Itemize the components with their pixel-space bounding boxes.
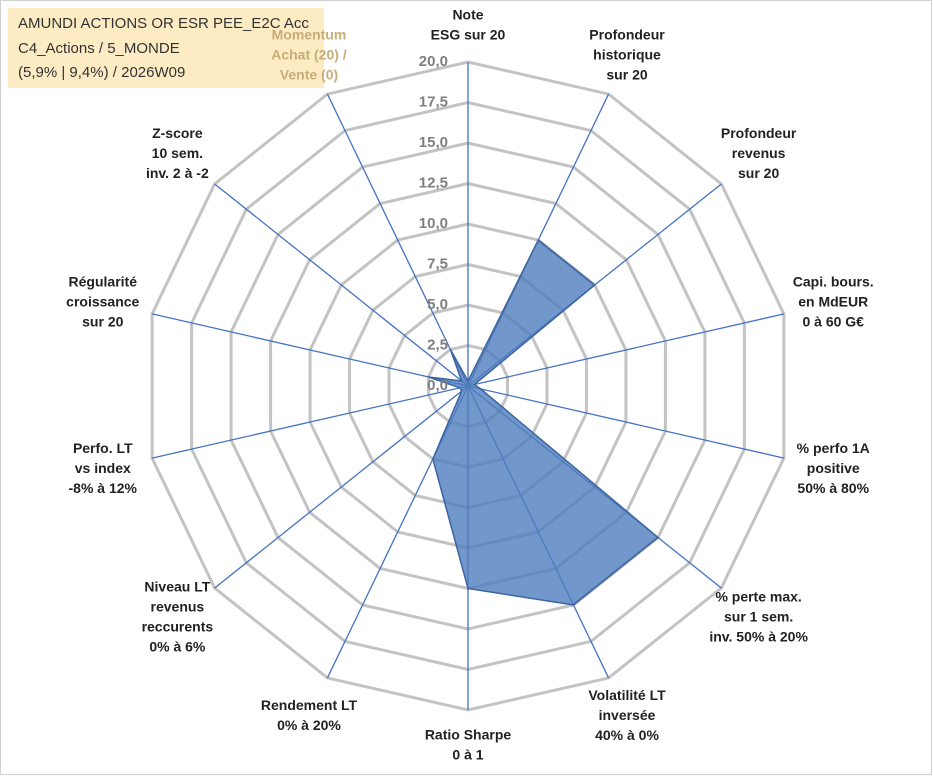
axis-label: 0% à 6% [149, 638, 206, 654]
axis-label: revenus [732, 145, 786, 161]
y-tick-label: 15,0 [419, 134, 448, 151]
spoke [151, 313, 469, 387]
y-tick-label: 20,0 [419, 53, 448, 70]
y-tick-label: 2,5 [427, 336, 448, 353]
axis-label: 40% à 0% [595, 727, 659, 743]
title-line: (5,9% | 9,4%) / 2026W09 [18, 64, 185, 81]
spoke [467, 313, 785, 387]
y-tick-label: 5,0 [427, 296, 448, 313]
spoke [214, 385, 469, 589]
axis-label: croissance [66, 293, 139, 309]
spoke [467, 385, 785, 459]
axis-label: 10 sem. [152, 145, 203, 161]
axis-label: 50% à 80% [797, 480, 869, 496]
axis-label: Profondeur [721, 125, 797, 141]
axis-label: sur 20 [606, 66, 647, 82]
spoke [214, 183, 469, 387]
spoke [326, 93, 469, 387]
axis-label: sur 1 sem. [724, 608, 793, 624]
y-tick-label: 7,5 [427, 255, 448, 272]
axis-label: inversée [599, 707, 656, 723]
axis-label: ESG sur 20 [431, 27, 506, 43]
axis-label: sur 20 [738, 165, 779, 181]
axis-label: sur 20 [82, 313, 123, 329]
axis-label: en MdEUR [798, 293, 868, 309]
axis-label: Z-score [152, 125, 203, 141]
axis-label: inv. 2 à -2 [146, 165, 209, 181]
axis-label: Régularité [69, 273, 138, 289]
title-box [8, 8, 324, 88]
axis-label: 0 à 1 [452, 747, 483, 763]
axis-label: positive [807, 460, 860, 476]
axis-label: Profondeur [589, 26, 665, 42]
axis-label: historique [593, 46, 661, 62]
title-line: AMUNDI ACTIONS OR ESR PEE_E2C Acc [18, 15, 309, 32]
axis-label: Note [452, 7, 483, 23]
y-tick-label: 0,0 [427, 377, 448, 394]
spoke [151, 385, 469, 459]
axis-label: -8% à 12% [69, 480, 138, 496]
axis-label: reccurents [142, 618, 214, 634]
axis-label: Rendement LT [261, 697, 358, 713]
y-tick-label: 12,5 [419, 174, 448, 191]
y-tick-label: 10,0 [419, 215, 448, 232]
data-area [428, 238, 660, 606]
axis-label: Capi. bours. [793, 273, 874, 289]
axis-label: Perfo. LT [73, 440, 133, 456]
axis-label: 0% à 20% [277, 717, 341, 733]
axis-label: Momentum [272, 26, 347, 42]
axis-label: % perte max. [715, 588, 801, 604]
title-line: C4_Actions / 5_MONDE [18, 40, 180, 57]
axis-label: % perfo 1A [797, 440, 870, 456]
axis-label: revenus [151, 598, 205, 614]
axis-label: vs index [75, 460, 131, 476]
axis-label: Achat (20) / [271, 46, 347, 62]
y-tick-label: 17,5 [419, 93, 448, 110]
axis-label: inv. 50% à 20% [709, 628, 808, 644]
axis-label: Ratio Sharpe [425, 727, 512, 743]
axis-label: 0 à 60 G€ [802, 313, 864, 329]
axis-label: Vente (0) [280, 66, 338, 82]
axis-label: Volatilité LT [588, 687, 666, 703]
axis-label: Niveau LT [144, 578, 210, 594]
